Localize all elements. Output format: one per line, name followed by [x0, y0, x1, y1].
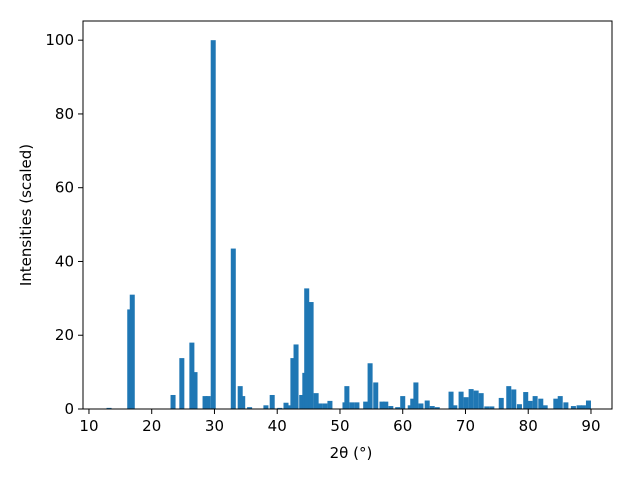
- bar: [192, 372, 198, 409]
- bar: [327, 400, 333, 409]
- bar: [170, 394, 176, 409]
- bar: [478, 393, 484, 409]
- bar: [473, 390, 479, 409]
- x-tick-label: 10: [79, 417, 98, 435]
- bar: [585, 400, 591, 409]
- x-tick-label: 80: [519, 417, 538, 435]
- bar: [563, 402, 569, 409]
- bar: [557, 396, 563, 409]
- bar: [363, 401, 369, 409]
- bar: [317, 403, 323, 409]
- bar: [210, 40, 216, 409]
- x-tick-label: 40: [268, 417, 287, 435]
- bar: [269, 394, 275, 409]
- bar: [179, 358, 185, 409]
- bar: [418, 403, 424, 409]
- bar: [424, 400, 430, 409]
- bar: [468, 389, 474, 409]
- bar: [290, 358, 296, 409]
- y-tick-label: 60: [55, 179, 74, 197]
- x-tick-label: 30: [205, 417, 224, 435]
- bar: [542, 405, 548, 409]
- bar: [538, 398, 544, 409]
- bar: [395, 407, 401, 409]
- bar: [230, 248, 236, 409]
- bar: [299, 394, 305, 409]
- bar: [373, 382, 379, 409]
- bar: [576, 405, 582, 409]
- bar: [354, 402, 360, 409]
- bar: [344, 386, 350, 409]
- bar: [516, 404, 522, 409]
- x-tick-label: 20: [142, 417, 161, 435]
- bar: [489, 406, 495, 409]
- bar: [189, 342, 195, 409]
- x-tick-label: 90: [581, 417, 600, 435]
- bar: [388, 406, 394, 409]
- x-tick-label: 70: [456, 417, 475, 435]
- bar: [202, 396, 208, 409]
- bar: [532, 396, 538, 409]
- bar: [304, 288, 310, 409]
- bar: [511, 389, 517, 409]
- bar: [349, 402, 355, 409]
- bar: [277, 407, 283, 409]
- y-tick-label: 80: [55, 105, 74, 123]
- y-tick-label: 20: [55, 326, 74, 344]
- bar: [383, 401, 389, 409]
- bar: [240, 396, 246, 409]
- x-tick-label: 50: [330, 417, 349, 435]
- bar: [129, 294, 135, 409]
- y-axis-label: Intensities (scaled): [17, 144, 35, 286]
- bar: [293, 344, 299, 409]
- bar: [205, 396, 211, 409]
- bar: [553, 398, 559, 409]
- bar: [263, 405, 269, 409]
- bar: [498, 397, 504, 409]
- plot-frame: [82, 20, 613, 410]
- bar: [283, 402, 289, 409]
- y-tick-label: 0: [64, 400, 74, 418]
- y-tick-label: 40: [55, 252, 74, 270]
- bar: [410, 398, 416, 409]
- bar: [322, 403, 328, 409]
- bar: [523, 392, 529, 409]
- bar: [570, 406, 576, 409]
- bar: [308, 302, 314, 409]
- bar: [379, 401, 385, 409]
- bar: [313, 393, 319, 409]
- bar: [448, 391, 454, 409]
- x-axis-label: 2θ (°): [330, 444, 373, 462]
- bar: [247, 407, 253, 409]
- bar: [458, 391, 464, 409]
- bar: [506, 386, 512, 409]
- bar: [484, 406, 490, 409]
- bar: [413, 382, 419, 409]
- bar: [400, 396, 406, 409]
- bar: [429, 406, 435, 409]
- bar: [106, 407, 112, 409]
- x-tick-label: 60: [393, 417, 412, 435]
- bar: [463, 397, 469, 409]
- bar: [527, 400, 533, 409]
- bar: [452, 405, 458, 409]
- bar: [367, 363, 373, 409]
- bar: [580, 405, 586, 409]
- bar: [434, 407, 440, 409]
- y-tick-label: 100: [45, 31, 74, 49]
- bar: [286, 405, 292, 409]
